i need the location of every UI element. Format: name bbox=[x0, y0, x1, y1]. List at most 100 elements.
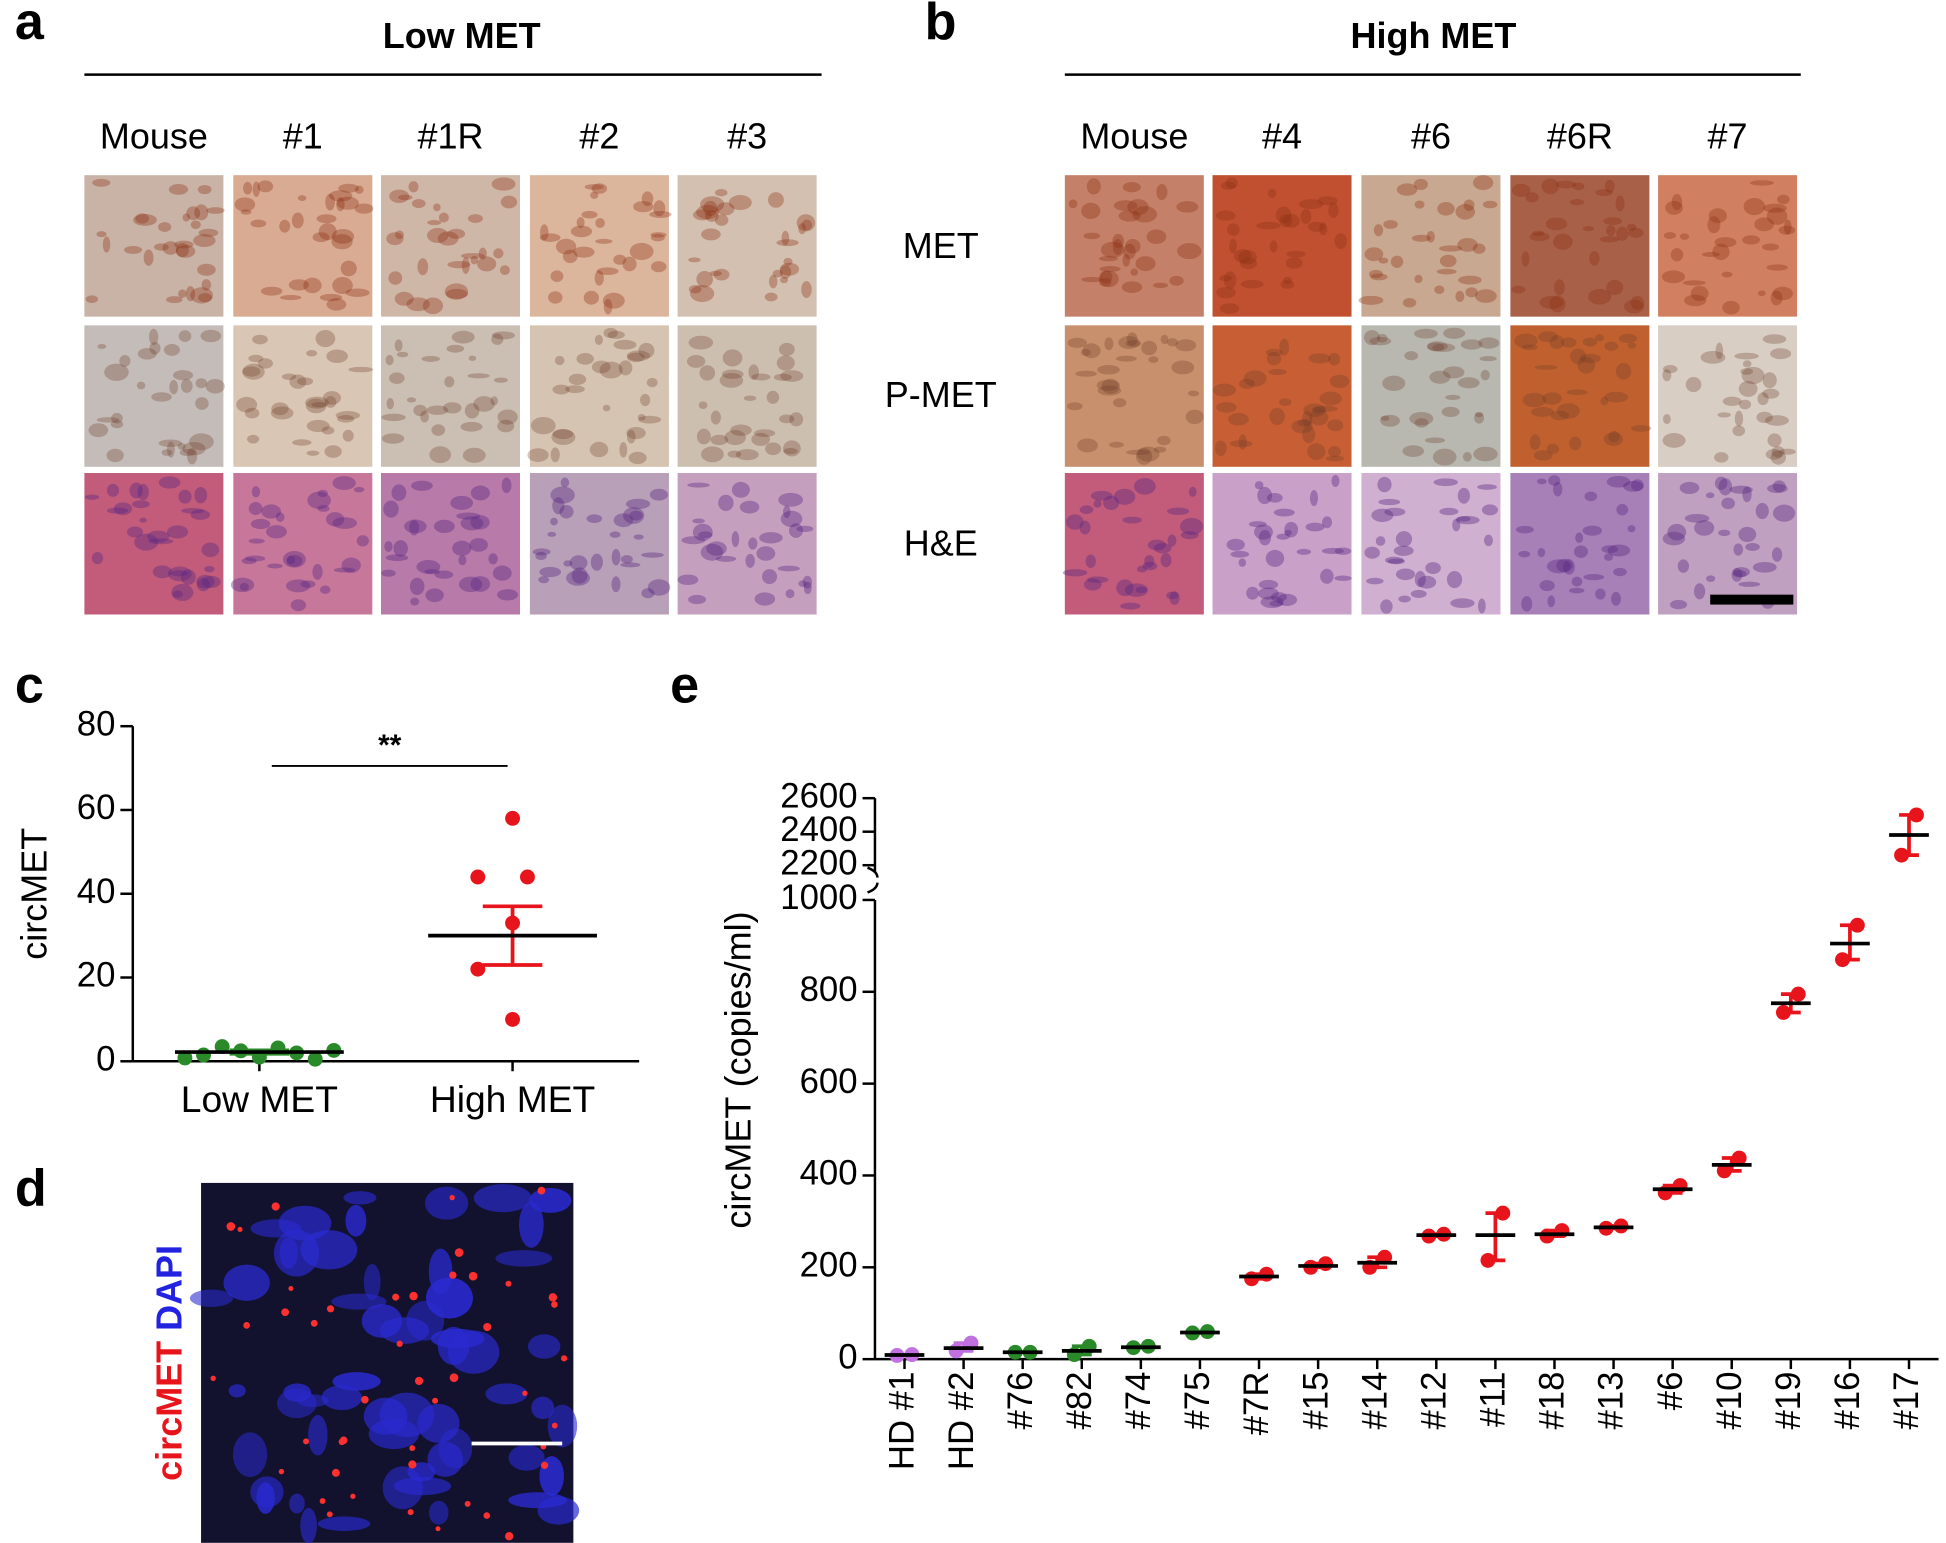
cell bbox=[1409, 411, 1434, 426]
cell bbox=[1385, 556, 1404, 564]
cell bbox=[384, 541, 393, 552]
cell bbox=[1135, 586, 1148, 594]
column-header: #6 bbox=[1411, 116, 1451, 157]
cell bbox=[1382, 375, 1406, 392]
cell bbox=[180, 569, 196, 585]
cell bbox=[1606, 279, 1624, 296]
cell bbox=[1455, 290, 1465, 302]
cell bbox=[1583, 574, 1605, 581]
micrograph bbox=[1064, 473, 1204, 615]
cell bbox=[1463, 199, 1475, 211]
cell bbox=[1246, 586, 1259, 600]
cell bbox=[1483, 534, 1494, 547]
cell bbox=[1377, 476, 1392, 493]
cell bbox=[1062, 569, 1088, 577]
cell bbox=[1437, 202, 1455, 216]
cell bbox=[1533, 450, 1553, 461]
cell bbox=[200, 329, 222, 343]
cell bbox=[1215, 210, 1236, 221]
cell bbox=[721, 369, 744, 379]
cell bbox=[719, 372, 744, 388]
cell bbox=[692, 523, 713, 541]
cell bbox=[1579, 353, 1601, 363]
column-header: #6R bbox=[1547, 116, 1613, 157]
cell bbox=[1460, 339, 1483, 350]
cell bbox=[1311, 406, 1326, 414]
cell bbox=[796, 525, 814, 532]
cell bbox=[205, 378, 225, 394]
cell bbox=[282, 550, 306, 568]
cell bbox=[195, 397, 209, 410]
cell bbox=[1179, 517, 1204, 535]
data-point bbox=[948, 1343, 964, 1359]
cell bbox=[1267, 188, 1277, 198]
cell bbox=[1413, 178, 1428, 190]
cell bbox=[1473, 446, 1498, 462]
cell bbox=[491, 333, 504, 345]
cell bbox=[1734, 410, 1744, 427]
cell bbox=[333, 567, 356, 573]
cell bbox=[335, 411, 361, 420]
cell bbox=[467, 373, 490, 379]
cell bbox=[1538, 331, 1558, 343]
cell bbox=[748, 537, 758, 550]
data-point bbox=[505, 1011, 521, 1027]
cell bbox=[261, 504, 282, 519]
cell bbox=[1571, 576, 1583, 587]
micrograph bbox=[1361, 473, 1501, 615]
cell bbox=[182, 441, 206, 456]
cell bbox=[785, 589, 795, 599]
cell bbox=[1266, 351, 1282, 366]
micrograph bbox=[381, 175, 521, 317]
cell bbox=[1286, 250, 1306, 258]
micrograph bbox=[529, 325, 669, 467]
nucleus bbox=[529, 1188, 572, 1213]
rna-dot bbox=[243, 1322, 251, 1329]
nucleus bbox=[393, 1476, 452, 1496]
cell bbox=[326, 298, 347, 311]
rna-dot bbox=[522, 1390, 528, 1396]
cell bbox=[305, 398, 327, 414]
cell bbox=[260, 286, 283, 296]
cell bbox=[331, 234, 353, 250]
cell bbox=[1573, 545, 1588, 558]
cell bbox=[1393, 545, 1414, 556]
cell bbox=[754, 592, 776, 606]
column-header: #1 bbox=[283, 116, 323, 157]
cell bbox=[242, 366, 261, 377]
data-point bbox=[307, 1051, 323, 1067]
cell bbox=[1296, 548, 1312, 555]
cell bbox=[1718, 529, 1731, 537]
cell bbox=[296, 377, 314, 386]
cell bbox=[1739, 399, 1752, 410]
cell bbox=[796, 214, 816, 232]
nucleus bbox=[485, 1383, 528, 1405]
data-point bbox=[1495, 1205, 1511, 1221]
y-tick-label: 40 bbox=[77, 873, 116, 911]
cell bbox=[735, 449, 759, 461]
micrograph bbox=[381, 473, 521, 615]
data-point bbox=[177, 1050, 193, 1066]
cell bbox=[106, 507, 129, 514]
cell bbox=[467, 214, 483, 223]
cell bbox=[1328, 446, 1341, 458]
y-tick-label: 0 bbox=[838, 1338, 857, 1376]
cell bbox=[1685, 377, 1702, 393]
data-point bbox=[1259, 1266, 1274, 1282]
cell bbox=[1458, 275, 1482, 285]
cell bbox=[1136, 446, 1160, 462]
cell bbox=[1097, 365, 1120, 375]
fish-image bbox=[189, 1182, 580, 1543]
cell bbox=[573, 246, 595, 258]
cell bbox=[341, 557, 361, 573]
cell bbox=[292, 439, 312, 446]
cell bbox=[1433, 478, 1458, 487]
cell bbox=[650, 233, 665, 242]
cell bbox=[628, 451, 647, 465]
y-tick-label: 400 bbox=[800, 1155, 858, 1193]
cell bbox=[547, 531, 557, 537]
cell bbox=[1457, 237, 1478, 252]
rna-dot bbox=[464, 1500, 471, 1507]
cell bbox=[395, 230, 404, 240]
cell bbox=[1714, 476, 1728, 490]
